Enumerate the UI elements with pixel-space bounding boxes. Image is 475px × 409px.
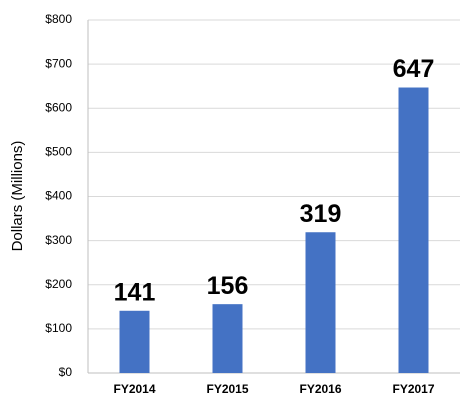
- bar: [398, 87, 429, 373]
- y-tick-label: $700: [45, 56, 72, 70]
- data-label: 647: [393, 55, 435, 83]
- x-tick-label: FY2016: [299, 382, 341, 396]
- y-tick-label: $100: [45, 321, 72, 335]
- bar: [305, 232, 336, 373]
- y-tick-label: $200: [45, 277, 72, 291]
- x-tick-label: FY2017: [392, 382, 434, 396]
- y-tick-label: $400: [45, 189, 72, 203]
- y-axis-label: Dollars (Millions): [9, 141, 26, 252]
- y-tick-label: $800: [45, 12, 72, 26]
- data-label: 141: [114, 278, 156, 306]
- bar: [119, 310, 150, 373]
- y-tick-label: $600: [45, 100, 72, 114]
- bar: [212, 304, 243, 373]
- data-label: 156: [207, 272, 249, 300]
- x-tick-label: FY2014: [113, 382, 155, 396]
- data-label: 319: [300, 200, 342, 228]
- y-tick-label: $0: [59, 365, 73, 379]
- x-tick-label: FY2015: [206, 382, 248, 396]
- y-tick-label: $500: [45, 145, 72, 159]
- y-tick-label: $300: [45, 233, 72, 247]
